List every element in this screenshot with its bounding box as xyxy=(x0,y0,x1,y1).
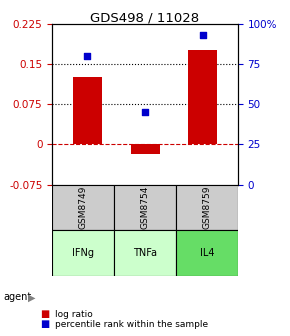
Bar xyxy=(188,50,218,144)
FancyBboxPatch shape xyxy=(114,185,176,230)
Text: GSM8754: GSM8754 xyxy=(140,186,150,229)
Point xyxy=(143,110,147,115)
Text: log ratio: log ratio xyxy=(55,310,93,319)
Text: GSM8749: GSM8749 xyxy=(79,186,88,229)
Text: percentile rank within the sample: percentile rank within the sample xyxy=(55,320,208,329)
Text: IFNg: IFNg xyxy=(72,248,94,258)
Bar xyxy=(130,144,160,154)
FancyBboxPatch shape xyxy=(52,185,114,230)
Text: GSM8759: GSM8759 xyxy=(202,186,211,229)
Text: ■: ■ xyxy=(41,309,50,319)
Point xyxy=(85,53,89,58)
Text: ▶: ▶ xyxy=(28,292,35,302)
FancyBboxPatch shape xyxy=(176,230,238,276)
FancyBboxPatch shape xyxy=(52,230,114,276)
Text: agent: agent xyxy=(3,292,31,302)
FancyBboxPatch shape xyxy=(114,230,176,276)
Text: GDS498 / 11028: GDS498 / 11028 xyxy=(90,12,200,25)
Bar xyxy=(72,77,102,144)
Text: IL4: IL4 xyxy=(200,248,214,258)
Point xyxy=(201,32,205,38)
Text: TNFa: TNFa xyxy=(133,248,157,258)
FancyBboxPatch shape xyxy=(176,185,238,230)
Text: ■: ■ xyxy=(41,319,50,329)
